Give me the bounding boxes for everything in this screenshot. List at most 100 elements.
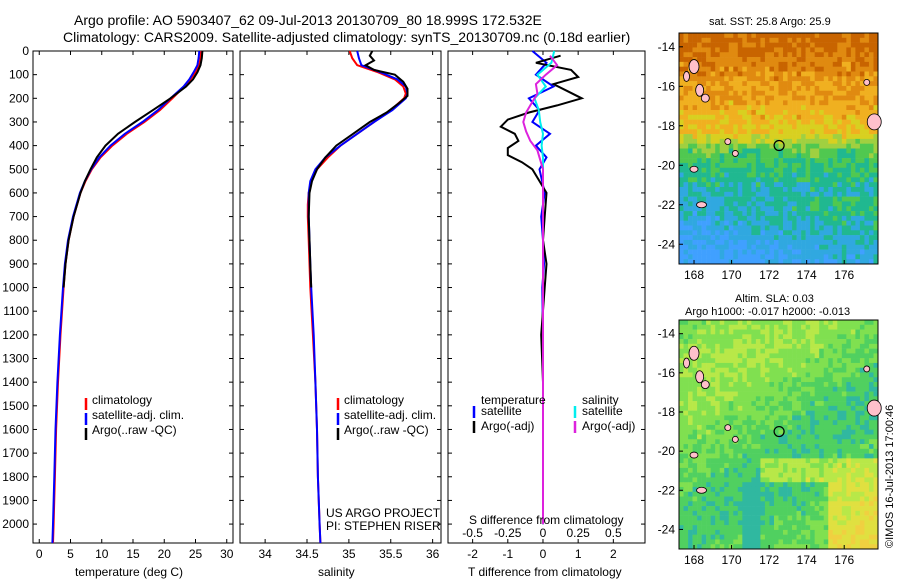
map-cell: [832, 254, 838, 260]
map-cell: [728, 90, 734, 96]
map-cell: [719, 444, 725, 450]
map-cell: [724, 520, 730, 526]
map-cell: [837, 259, 843, 265]
map-cell: [724, 105, 730, 111]
map-cell: [855, 235, 861, 241]
map-cell: [859, 134, 865, 140]
map-cell: [810, 129, 815, 135]
map-cell: [805, 235, 811, 241]
map-cell: [859, 525, 865, 531]
map-cell: [846, 129, 852, 135]
map-cell: [868, 129, 874, 135]
map-cell: [814, 119, 820, 125]
map-cell: [773, 482, 779, 488]
map-cell: [819, 52, 825, 58]
map-cell: [814, 434, 820, 440]
map-cell: [805, 239, 811, 246]
map-cell: [814, 415, 820, 421]
map-cell: [810, 90, 815, 96]
map-cell: [850, 439, 856, 445]
legend-salinity-heading: salinity: [582, 393, 619, 407]
map-cell: [688, 520, 693, 526]
map-cell: [706, 486, 711, 493]
map-cell: [710, 463, 716, 469]
map-cell: [733, 362, 739, 369]
map-cell: [728, 339, 734, 345]
map-cell: [764, 249, 770, 255]
map-cell: [810, 57, 815, 63]
map-cell: [787, 105, 793, 111]
map-cell: [855, 410, 861, 416]
map-cell: [755, 57, 761, 63]
map-cell: [692, 401, 698, 407]
map-cell: [679, 339, 684, 345]
map-cell: [864, 61, 870, 67]
map-cell: [783, 367, 788, 373]
map-cell: [819, 201, 825, 207]
map-cell: [742, 324, 748, 330]
map-cell: [787, 33, 793, 39]
map-cell: [715, 66, 720, 72]
map-cell: [846, 529, 852, 535]
map-cell: [710, 525, 716, 531]
map-cell: [760, 434, 766, 440]
map-cell: [692, 182, 698, 188]
map-cell: [787, 415, 793, 421]
map-cell: [855, 467, 861, 473]
map-cell: [796, 534, 802, 540]
map-cell: [841, 187, 847, 193]
map-cell: [769, 215, 775, 221]
map-cell: [850, 372, 856, 378]
map-cell: [805, 405, 811, 411]
map-x-tick-label: 176: [834, 268, 854, 282]
map-cell: [814, 134, 820, 140]
map-cell: [724, 100, 730, 106]
map-cell: [783, 215, 788, 221]
map-cell: [805, 477, 811, 483]
map-cell: [832, 324, 838, 330]
map-cell: [801, 206, 806, 212]
map-cell: [715, 377, 720, 383]
map-cell: [751, 182, 757, 188]
map-cell: [688, 143, 693, 149]
map-cell: [850, 401, 856, 407]
map-cell: [837, 525, 843, 531]
map-cell: [837, 358, 843, 364]
map-cell: [832, 506, 838, 512]
map-cell: [823, 486, 829, 493]
map-cell: [841, 85, 847, 92]
map-cell: [697, 33, 702, 39]
map-cell: [783, 391, 788, 397]
map-cell: [841, 148, 847, 154]
map-cell: [810, 539, 815, 545]
map-cell: [823, 510, 829, 516]
map-cell: [864, 110, 870, 116]
map-cell: [697, 138, 702, 144]
map-cell: [873, 506, 879, 512]
map-cell: [841, 206, 847, 212]
map-cell: [796, 348, 802, 354]
map-cell: [773, 119, 779, 125]
map-cell: [841, 362, 847, 369]
map-cell: [778, 105, 784, 111]
map-cell: [823, 259, 829, 265]
map-cell: [742, 515, 748, 521]
map-cell: [855, 105, 861, 111]
map-cell: [805, 510, 811, 516]
map-cell: [783, 501, 788, 507]
map-cell: [864, 391, 870, 397]
map-cell: [697, 182, 702, 188]
map-y-tick-label: -14: [658, 40, 676, 54]
map-cell: [737, 472, 743, 478]
map-cell: [868, 47, 874, 53]
map-cell: [728, 158, 734, 164]
map-cell: [764, 201, 770, 207]
map-cell: [692, 244, 698, 250]
map-cell: [755, 525, 761, 531]
map-cell: [773, 201, 779, 207]
map-cell: [873, 501, 879, 507]
map-cell: [769, 510, 775, 516]
map-cell: [706, 182, 711, 188]
map-cell: [837, 429, 843, 435]
map-cell: [755, 129, 761, 135]
